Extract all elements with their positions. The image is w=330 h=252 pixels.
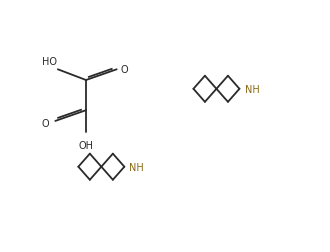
Text: O: O (120, 65, 128, 74)
Text: HO: HO (42, 57, 57, 67)
Text: NH: NH (245, 84, 259, 94)
Text: OH: OH (79, 140, 93, 150)
Text: O: O (42, 118, 50, 128)
Text: NH: NH (129, 162, 144, 172)
